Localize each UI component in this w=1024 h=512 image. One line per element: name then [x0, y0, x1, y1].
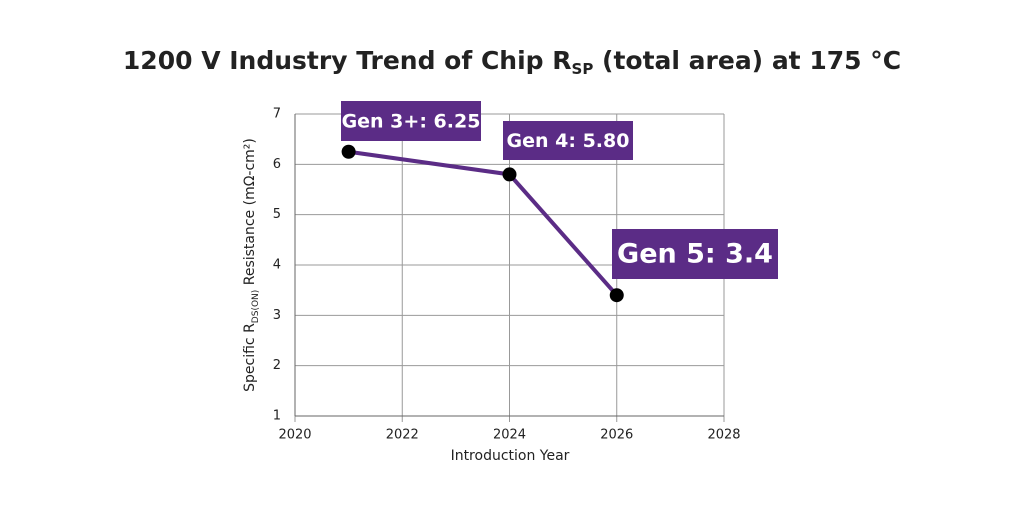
- chart-title: 1200 V Industry Trend of Chip RSP (total…: [123, 46, 901, 78]
- x-tick-label: 2022: [386, 428, 419, 443]
- y-label-part: Resistance (mΩ-cm²): [242, 138, 258, 290]
- y-tick-label: 6: [273, 157, 281, 172]
- y-label-subscript: DS(ON): [251, 290, 261, 323]
- annotation-box: [341, 101, 481, 141]
- title-part: 1200 V Industry Trend of Chip R: [123, 46, 572, 75]
- title-part: (total area) at 175 °C: [593, 46, 901, 75]
- data-point: [609, 288, 624, 303]
- annotation-label: Gen 4: 5.80: [507, 130, 630, 152]
- y-tick-label: 7: [273, 107, 281, 122]
- y-label-part: Specific R: [242, 323, 258, 392]
- y-tick-label: 2: [273, 358, 281, 373]
- annotation-box: [612, 229, 778, 279]
- title-subscript: SP: [572, 60, 594, 78]
- x-tick-label: 2020: [278, 428, 311, 443]
- x-axis-label: Introduction Year: [451, 448, 570, 464]
- annotation-box: [503, 121, 633, 160]
- y-tick-label: 3: [273, 308, 281, 323]
- y-axis-label: Specific RDS(ON) Resistance (mΩ-cm²): [242, 138, 261, 392]
- data-point: [341, 144, 356, 159]
- y-tick-label: 1: [273, 409, 281, 424]
- y-tick-label: 4: [273, 258, 281, 273]
- y-tick-label: 5: [273, 207, 281, 222]
- x-tick-label: 2028: [707, 428, 740, 443]
- annotation-label: Gen 5: 3.4: [617, 239, 773, 270]
- x-tick-label: 2024: [493, 428, 526, 443]
- x-tick-label: 2026: [600, 428, 633, 443]
- annotation-label: Gen 3+: 6.25: [342, 111, 481, 133]
- data-point: [502, 167, 517, 182]
